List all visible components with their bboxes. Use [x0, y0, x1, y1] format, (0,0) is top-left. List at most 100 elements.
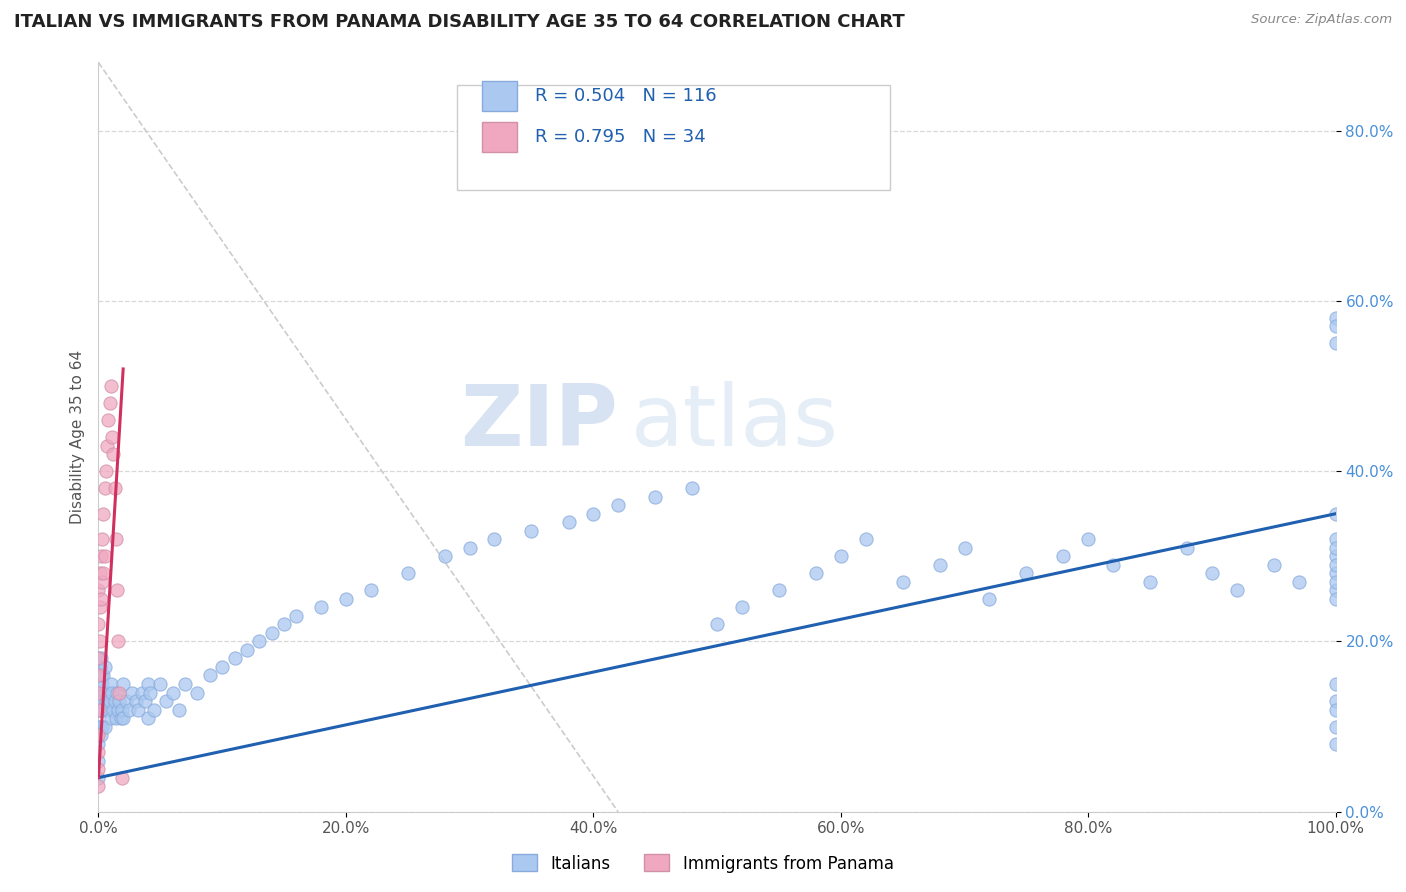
Point	[360, 583, 382, 598]
Point	[127, 702, 149, 716]
Point	[87, 668, 110, 682]
FancyBboxPatch shape	[482, 122, 516, 153]
Point	[87, 702, 110, 716]
Point	[458, 541, 481, 555]
Point	[90, 549, 112, 564]
Point	[186, 685, 208, 699]
Point	[97, 413, 120, 427]
Point	[90, 694, 112, 708]
Point	[87, 720, 110, 734]
Point	[236, 643, 259, 657]
Point	[89, 660, 111, 674]
Text: ZIP: ZIP	[460, 381, 619, 464]
Point	[89, 702, 111, 716]
Point	[396, 566, 419, 581]
Point	[87, 702, 110, 716]
Point	[134, 694, 156, 708]
Point	[87, 668, 110, 682]
Point	[1139, 574, 1161, 589]
Point	[89, 720, 111, 734]
Point	[90, 668, 112, 682]
Point	[91, 533, 114, 547]
Point	[1015, 566, 1038, 581]
Point	[87, 762, 110, 776]
Point	[100, 379, 122, 393]
Point	[87, 685, 110, 699]
Point	[98, 694, 121, 708]
Point	[1226, 583, 1249, 598]
Point	[121, 685, 143, 699]
Point	[108, 685, 131, 699]
Point	[114, 694, 136, 708]
Point	[100, 677, 122, 691]
Point	[1324, 737, 1347, 751]
Point	[87, 771, 110, 785]
Point	[136, 711, 159, 725]
Point	[309, 600, 332, 615]
Point	[87, 728, 110, 742]
Point	[100, 711, 122, 725]
FancyBboxPatch shape	[482, 81, 516, 112]
Point	[87, 583, 110, 598]
Point	[1324, 310, 1347, 325]
Point	[93, 566, 115, 581]
Point	[891, 574, 914, 589]
Point	[103, 481, 125, 495]
Point	[87, 745, 110, 759]
Point	[1324, 583, 1347, 598]
Point	[90, 591, 112, 606]
Point	[162, 685, 184, 699]
Point	[247, 634, 270, 648]
Point	[90, 728, 112, 742]
Point	[108, 694, 131, 708]
Point	[1102, 558, 1125, 572]
Point	[1324, 702, 1347, 716]
Point	[87, 685, 110, 699]
Point	[87, 737, 110, 751]
Text: atlas: atlas	[630, 381, 838, 464]
Point	[107, 702, 129, 716]
Point	[91, 694, 114, 708]
Point	[93, 481, 115, 495]
Point	[1324, 694, 1347, 708]
Point	[131, 685, 153, 699]
Point	[1324, 549, 1347, 564]
Point	[96, 439, 118, 453]
Point	[101, 430, 124, 444]
Point	[607, 498, 630, 512]
Point	[105, 583, 128, 598]
Point	[520, 524, 543, 538]
Point	[103, 447, 125, 461]
Legend: Italians, Immigrants from Panama: Italians, Immigrants from Panama	[506, 847, 900, 880]
Point	[1324, 591, 1347, 606]
Point	[1324, 507, 1347, 521]
Point	[731, 600, 754, 615]
Point	[101, 685, 124, 699]
Point	[928, 558, 950, 572]
Point	[167, 702, 190, 716]
Point	[93, 702, 115, 716]
Point	[103, 694, 125, 708]
Point	[111, 771, 134, 785]
Point	[174, 677, 197, 691]
Point	[91, 677, 114, 691]
Point	[149, 677, 172, 691]
Point	[1324, 677, 1347, 691]
FancyBboxPatch shape	[457, 85, 890, 190]
Point	[1324, 574, 1347, 589]
Point	[582, 507, 605, 521]
Point	[484, 533, 506, 547]
Point	[94, 694, 117, 708]
Point	[1077, 533, 1099, 547]
Point	[98, 396, 121, 410]
Point	[830, 549, 852, 564]
Point	[143, 702, 166, 716]
Point	[706, 617, 728, 632]
Point	[1175, 541, 1198, 555]
Point	[1324, 533, 1347, 547]
Point	[93, 660, 115, 674]
Point	[89, 566, 111, 581]
Point	[1324, 541, 1347, 555]
Point	[90, 651, 112, 665]
Point	[285, 608, 308, 623]
